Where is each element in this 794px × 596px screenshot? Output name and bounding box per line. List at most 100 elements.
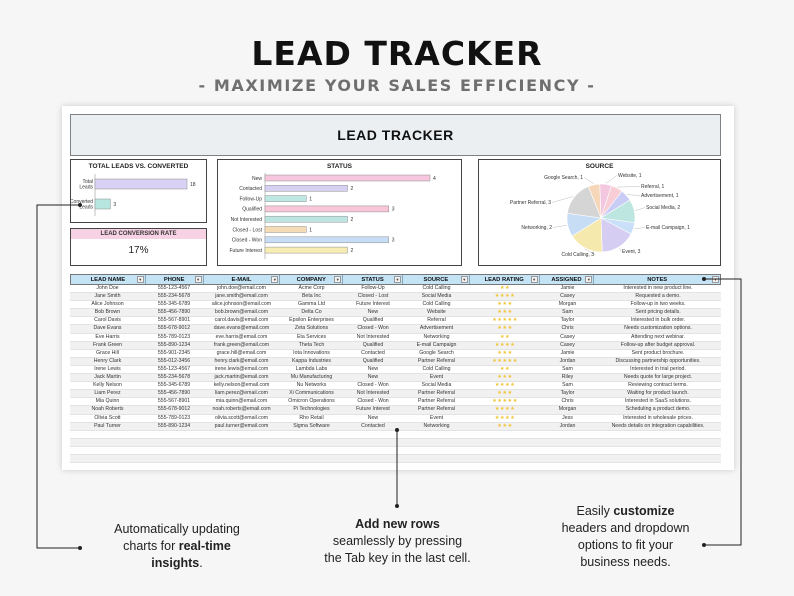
table-cell[interactable]: 555-789-0123 [157,333,191,340]
table-cell[interactable]: Sam [562,382,573,389]
table-cell[interactable]: Qualified [362,357,384,364]
table-cell[interactable]: dave.evans@email.com [213,325,270,332]
table-cell[interactable]: Partner Referral [418,406,455,413]
table-cell[interactable]: jack.martin@email.com [214,374,269,381]
table-cell[interactable]: olivia.scott@email.com [214,414,269,421]
table-cell[interactable]: Attending next webinar. [631,333,685,340]
table-cell[interactable]: Casey [560,293,575,300]
table-cell[interactable]: Interested in trial period. [630,365,686,372]
rating-stars[interactable]: ★★ [499,285,511,291]
table-cell[interactable]: Follow-up after budget approval. [620,341,696,348]
table-cell[interactable]: Epsilon Enterprises [289,317,334,324]
table-cell[interactable]: alice.johnson@email.com [211,301,272,308]
table-cell[interactable]: Scheduling a product demo. [625,406,691,413]
table-cell[interactable]: Carol Davis [94,317,121,324]
table-cell[interactable]: frank.green@email.com [213,341,270,348]
table-cell[interactable]: Advertisement [419,325,454,332]
table-cell[interactable]: 555-012-3456 [157,357,191,364]
column-header-lead-rating[interactable]: LEAD RATING ▼ [470,275,540,284]
table-cell[interactable]: 555-123-4567 [157,365,191,372]
table-cell[interactable]: Mia Quinn [95,398,120,405]
table-cell[interactable]: Acme Corp [298,285,325,291]
column-header-e-mail[interactable]: E-MAIL ▼ [204,275,281,284]
table-cell[interactable]: 555-456-7890 [157,390,191,397]
table-cell[interactable]: liam.perez@email.com [215,390,268,397]
filter-dropdown-icon[interactable]: ▼ [530,276,538,283]
table-cell[interactable]: mia.quinn@email.com [215,398,268,405]
table-cell[interactable]: Sam [562,309,573,316]
filter-dropdown-icon[interactable]: ▼ [194,276,202,283]
table-cell[interactable]: Needs customization options. [624,325,692,332]
table-cell[interactable]: Omicron Operations [288,398,335,405]
filter-dropdown-icon[interactable]: ▼ [334,276,342,283]
table-cell[interactable]: 555-901-2345 [157,349,191,356]
table-cell[interactable]: Irene Lewis [94,365,121,372]
table-cell[interactable]: paul.turner@email.com [214,422,269,429]
table-cell[interactable]: john.doe@email.com [217,285,266,291]
table-cell[interactable]: Grace Hill [96,349,119,356]
rating-stars[interactable]: ★★★ [497,390,513,397]
rating-stars[interactable]: ★★★★ [494,406,516,413]
table-cell[interactable]: Lambda Labs [295,365,328,372]
rating-stars[interactable]: ★★★★★ [492,357,518,364]
rating-stars[interactable]: ★★ [499,333,511,340]
table-cell[interactable]: Not Interested [356,333,390,340]
table-cell[interactable]: Event [429,374,444,381]
rating-stars[interactable]: ★★★ [497,374,513,381]
table-cell[interactable]: 555-345-6789 [157,382,191,389]
table-cell[interactable]: Morgan [558,301,577,308]
table-cell[interactable]: Referral [427,317,446,324]
table-cell[interactable]: Jamie [560,349,575,356]
table-cell[interactable]: Closed - Won [357,398,389,405]
table-cell[interactable]: irene.lewis@email.com [214,365,269,372]
table-cell[interactable]: Frank Green [92,341,123,348]
table-cell[interactable]: Sam [562,365,573,372]
table-cell[interactable]: Website [427,309,446,316]
table-cell[interactable]: Chris [561,398,574,405]
table-cell[interactable]: Theta Tech [298,341,325,348]
table-cell[interactable]: Jess [562,414,573,421]
table-cell[interactable]: henry.clark@email.com [214,357,269,364]
table-cell[interactable]: Future Interest [356,406,390,413]
rating-stars[interactable]: ★★★ [497,325,513,332]
rating-stars[interactable]: ★★★ [497,422,513,429]
table-cell[interactable]: Cold Calling [422,365,451,372]
table-cell[interactable]: Zeta Solutions [294,325,329,332]
table-cell[interactable]: Networking [423,333,450,340]
column-header-company[interactable]: COMPANY ▼ [280,275,344,284]
table-cell[interactable]: 555-234-5678 [157,374,191,381]
table-cell[interactable]: Casey [560,333,575,340]
table-cell[interactable]: Jordan [559,422,576,429]
table-cell[interactable]: Contacted [361,349,385,356]
table-cell[interactable]: Henry Clark [93,357,122,364]
table-cell[interactable]: Delta Co [301,309,322,316]
table-cell[interactable]: Olivia Scott [94,414,121,421]
table-cell[interactable]: Taylor [560,390,575,397]
table-cell[interactable]: 555-567-8901 [157,398,191,405]
table-cell[interactable]: Cold Calling [422,301,451,308]
rating-stars[interactable]: ★★★★ [494,293,516,300]
table-cell[interactable]: 555-678-9012 [157,325,191,332]
filter-dropdown-icon[interactable]: ▼ [585,276,593,283]
table-cell[interactable]: Needs quote for large project. [623,374,693,381]
rating-stars[interactable]: ★★★ [497,349,513,356]
table-cell[interactable]: Riley [561,374,574,381]
table-cell[interactable]: Jordan [559,357,576,364]
table-cell[interactable]: Future Interest [356,301,390,308]
column-header-source[interactable]: SOURCE ▼ [403,275,470,284]
rating-stars[interactable]: ★★ [499,365,511,372]
table-cell[interactable]: Beta Inc [301,293,322,300]
rating-stars[interactable]: ★★★★ [494,341,516,348]
table-cell[interactable]: Paul Turner [94,422,121,429]
table-cell[interactable]: Nu Networks [296,382,327,389]
table-cell[interactable]: Iota Innovations [293,349,330,356]
table-cell[interactable]: Interested in SaaS solutions. [624,398,692,405]
table-cell[interactable]: Reviewing contract terms. [628,382,688,389]
rating-stars[interactable]: ★★★★ [494,414,516,421]
table-cell[interactable]: Taylor [560,317,575,324]
table-cell[interactable]: New [367,309,379,316]
table-cell[interactable]: Cold Calling [422,285,451,291]
table-cell[interactable]: carol.davis@email.com [214,317,269,324]
table-cell[interactable]: Networking [423,422,450,429]
table-cell[interactable]: Partner Referral [418,390,455,397]
